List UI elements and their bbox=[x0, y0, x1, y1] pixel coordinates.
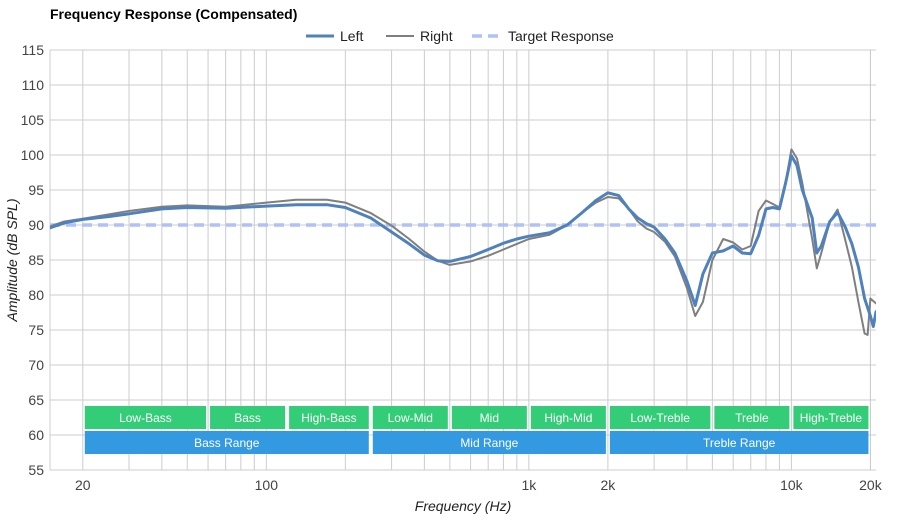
legend-label: Target Response bbox=[508, 28, 614, 44]
band-rect bbox=[84, 406, 207, 429]
y-axis-label: Amplitude (dB SPL) bbox=[4, 199, 20, 323]
y-tick-label: 55 bbox=[28, 462, 44, 478]
band-rect bbox=[84, 431, 369, 454]
x-tick-label: 10k bbox=[780, 477, 804, 493]
y-tick-label: 60 bbox=[28, 427, 44, 443]
grid bbox=[49, 49, 876, 471]
band-label: High-Bass bbox=[301, 411, 356, 425]
band-rect bbox=[609, 431, 869, 454]
band-label: Low-Mid bbox=[388, 411, 433, 425]
band-rect bbox=[289, 406, 369, 429]
band-rect bbox=[210, 406, 286, 429]
x-tick-label: 1k bbox=[521, 477, 537, 493]
x-tick-label: 20k bbox=[859, 477, 883, 493]
x-axis-label: Frequency (Hz) bbox=[415, 498, 511, 514]
band-rect bbox=[530, 406, 606, 429]
series-line-left bbox=[50, 154, 876, 328]
y-tick-label: 115 bbox=[22, 42, 45, 58]
band-label: Mid bbox=[480, 411, 499, 425]
y-tick-label: 85 bbox=[28, 252, 44, 268]
legend: Left Right Target Response bbox=[306, 28, 614, 44]
x-tick-label: 2k bbox=[600, 477, 616, 493]
y-tick-label: 65 bbox=[28, 392, 44, 408]
band-rect bbox=[714, 406, 790, 429]
chart-title: Frequency Response (Compensated) bbox=[50, 6, 297, 22]
band-label: Mid Range bbox=[460, 436, 518, 450]
band-label: Low-Treble bbox=[630, 411, 690, 425]
y-axis-ticks: 55 60 65 70 75 80 85 90 95 100 105 110 115 bbox=[21, 42, 45, 478]
legend-label: Right bbox=[420, 28, 453, 44]
band-rect bbox=[451, 406, 527, 429]
legend-label: Left bbox=[340, 28, 363, 44]
x-axis-ticks: 20 100 1k 2k 10k 20k bbox=[75, 477, 883, 493]
band-label: Treble bbox=[735, 411, 769, 425]
y-tick-label: 90 bbox=[28, 217, 44, 233]
y-tick-label: 110 bbox=[22, 77, 45, 93]
y-tick-label: 105 bbox=[21, 112, 45, 128]
y-tick-label: 80 bbox=[28, 287, 44, 303]
band-rect bbox=[372, 406, 448, 429]
series-lines bbox=[50, 148, 876, 336]
y-tick-label: 70 bbox=[28, 357, 44, 373]
band-label: High-Mid bbox=[544, 411, 592, 425]
y-tick-label: 100 bbox=[21, 147, 45, 163]
band-rect bbox=[609, 406, 711, 429]
band-label: Bass bbox=[234, 411, 261, 425]
band-rect bbox=[793, 406, 869, 429]
series-line-right bbox=[50, 148, 876, 336]
y-tick-label: 75 bbox=[28, 322, 44, 338]
band-label: Bass Range bbox=[194, 436, 260, 450]
band-label: Treble Range bbox=[703, 436, 776, 450]
x-tick-label: 20 bbox=[75, 477, 91, 493]
frequency-bands: Low-Bass Bass High-Bass Low-Mid Mid High-Mid L… bbox=[84, 406, 869, 454]
y-tick-label: 95 bbox=[28, 182, 44, 198]
band-label: Low-Bass bbox=[119, 411, 172, 425]
band-rect bbox=[372, 431, 606, 454]
band-label: High-Treble bbox=[800, 411, 863, 425]
x-tick-label: 100 bbox=[255, 477, 279, 493]
